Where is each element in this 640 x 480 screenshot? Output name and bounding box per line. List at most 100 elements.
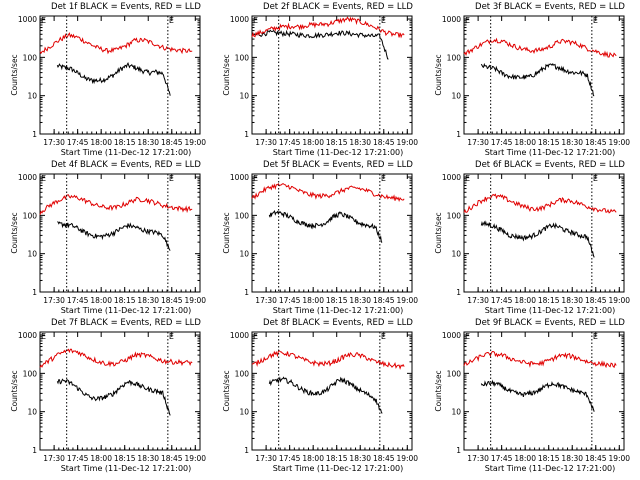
marker-e-right: E — [381, 174, 386, 183]
y-axis-label: Counts/sec — [434, 370, 443, 411]
x-tick-label: 19:00 — [608, 138, 630, 147]
y-tick-label: 100 — [235, 211, 250, 220]
x-tick-label: 18:30 — [349, 296, 371, 305]
y-axis-label: Counts/sec — [222, 54, 231, 95]
panel-det-1: Det 1f BLACK = Events, RED = LLD 1 10 100 10… — [10, 2, 206, 157]
series-line-lld — [463, 193, 617, 214]
y-axis-label: Counts/sec — [10, 54, 19, 95]
marker-e-right: E — [381, 332, 386, 341]
x-tick-label: 18:45 — [373, 296, 395, 305]
x-tick-label: 18:00 — [514, 454, 536, 463]
series-line-events — [268, 209, 383, 243]
y-tick-label: 1000 — [230, 173, 249, 182]
x-tick-label: 17:30 — [43, 454, 65, 463]
y-tick-label: 1 — [456, 130, 461, 139]
x-tick-label: 18:15 — [114, 296, 136, 305]
panel-title: Det 4f BLACK = Events, RED = LLD — [51, 160, 201, 170]
y-axis-label: Counts/sec — [222, 370, 231, 411]
x-tick-label: 18:15 — [538, 454, 560, 463]
y-tick-label: 1000 — [442, 173, 461, 182]
x-tick-label: 18:15 — [326, 138, 348, 147]
x-tick-label: 18:30 — [561, 138, 583, 147]
series-line-events — [251, 29, 389, 60]
y-axis-label: Counts/sec — [10, 212, 19, 253]
x-tick-label: 18:15 — [114, 454, 136, 463]
panel-title: Det 2f BLACK = Events, RED = LLD — [263, 2, 413, 12]
y-tick-label: 1 — [244, 446, 249, 455]
x-tick-label: 17:45 — [279, 138, 301, 147]
marker-e-right: E — [169, 16, 174, 25]
y-tick-label: 1000 — [18, 173, 37, 182]
x-tick-label: 18:45 — [585, 296, 607, 305]
x-tick-label: 19:00 — [184, 296, 206, 305]
x-tick-label: 18:45 — [161, 296, 183, 305]
x-tick-label: 19:00 — [396, 138, 418, 147]
x-tick-label: 19:00 — [184, 454, 206, 463]
plot-frame — [251, 331, 413, 451]
y-axis-label: Counts/sec — [10, 370, 19, 411]
plot-frame — [39, 15, 201, 135]
panel-title: Det 5f BLACK = Events, RED = LLD — [263, 160, 413, 170]
plot-frame — [463, 15, 625, 135]
marker-e-left: E — [41, 16, 46, 25]
series-line-lld — [39, 348, 193, 368]
series-line-lld — [463, 37, 617, 58]
x-tick-label: 18:00 — [90, 138, 112, 147]
y-tick-label: 1 — [456, 288, 461, 297]
y-tick-label: 1 — [244, 288, 249, 297]
x-tick-label: 17:30 — [43, 138, 65, 147]
series-line-events — [480, 62, 595, 97]
x-tick-label: 17:45 — [279, 296, 301, 305]
series-line-lld — [251, 350, 405, 370]
x-tick-label: 19:00 — [396, 296, 418, 305]
y-tick-label: 10 — [451, 250, 461, 259]
series-line-events — [56, 62, 171, 96]
x-axis-label: Start Time (11-Dec-12 17:21:00) — [485, 464, 616, 473]
x-axis-label: Start Time (11-Dec-12 17:21:00) — [273, 464, 404, 473]
y-tick-label: 100 — [447, 211, 462, 220]
y-tick-label: 1000 — [230, 15, 249, 24]
x-tick-label: 18:45 — [161, 454, 183, 463]
y-tick-label: 100 — [23, 369, 38, 378]
x-tick-label: 18:00 — [514, 138, 536, 147]
y-tick-label: 1 — [32, 288, 37, 297]
x-tick-label: 18:45 — [373, 138, 395, 147]
x-tick-label: 17:45 — [67, 138, 89, 147]
marker-e-right: E — [593, 16, 598, 25]
x-tick-label: 17:45 — [279, 454, 301, 463]
y-tick-label: 1000 — [230, 331, 249, 340]
panel-title: Det 8f BLACK = Events, RED = LLD — [263, 318, 413, 328]
series-line-events — [268, 376, 383, 414]
marker-e-right: E — [593, 174, 598, 183]
x-tick-label: 18:30 — [349, 454, 371, 463]
x-tick-label: 18:00 — [302, 138, 324, 147]
x-tick-label: 17:30 — [255, 138, 277, 147]
x-tick-label: 17:45 — [491, 138, 513, 147]
series-line-events — [56, 378, 171, 416]
x-axis-label: Start Time (11-Dec-12 17:21:00) — [273, 306, 404, 315]
x-tick-label: 17:30 — [255, 454, 277, 463]
panel-title: Det 7f BLACK = Events, RED = LLD — [51, 318, 201, 328]
y-axis-label: Counts/sec — [434, 54, 443, 95]
x-tick-label: 18:15 — [114, 138, 136, 147]
x-tick-label: 17:30 — [255, 296, 277, 305]
x-tick-label: 18:30 — [137, 454, 159, 463]
y-tick-label: 100 — [23, 211, 38, 220]
plot-frame — [463, 331, 625, 451]
marker-e-right: E — [169, 332, 174, 341]
x-tick-label: 19:00 — [184, 138, 206, 147]
x-tick-label: 18:30 — [561, 296, 583, 305]
y-tick-label: 1000 — [442, 15, 461, 24]
y-tick-label: 10 — [239, 408, 249, 417]
x-tick-label: 17:30 — [43, 296, 65, 305]
marker-e-left: E — [465, 174, 470, 183]
y-tick-label: 1000 — [18, 331, 37, 340]
x-tick-label: 18:00 — [90, 296, 112, 305]
panel-det-8: Det 8f BLACK = Events, RED = LLD 1 10 100 10… — [222, 318, 418, 473]
series-line-events — [480, 379, 595, 412]
y-tick-label: 1 — [456, 446, 461, 455]
x-tick-label: 18:15 — [538, 138, 560, 147]
panel-det-7: Det 7f BLACK = Events, RED = LLD 1 10 100 10… — [10, 318, 206, 473]
x-tick-label: 18:45 — [585, 454, 607, 463]
